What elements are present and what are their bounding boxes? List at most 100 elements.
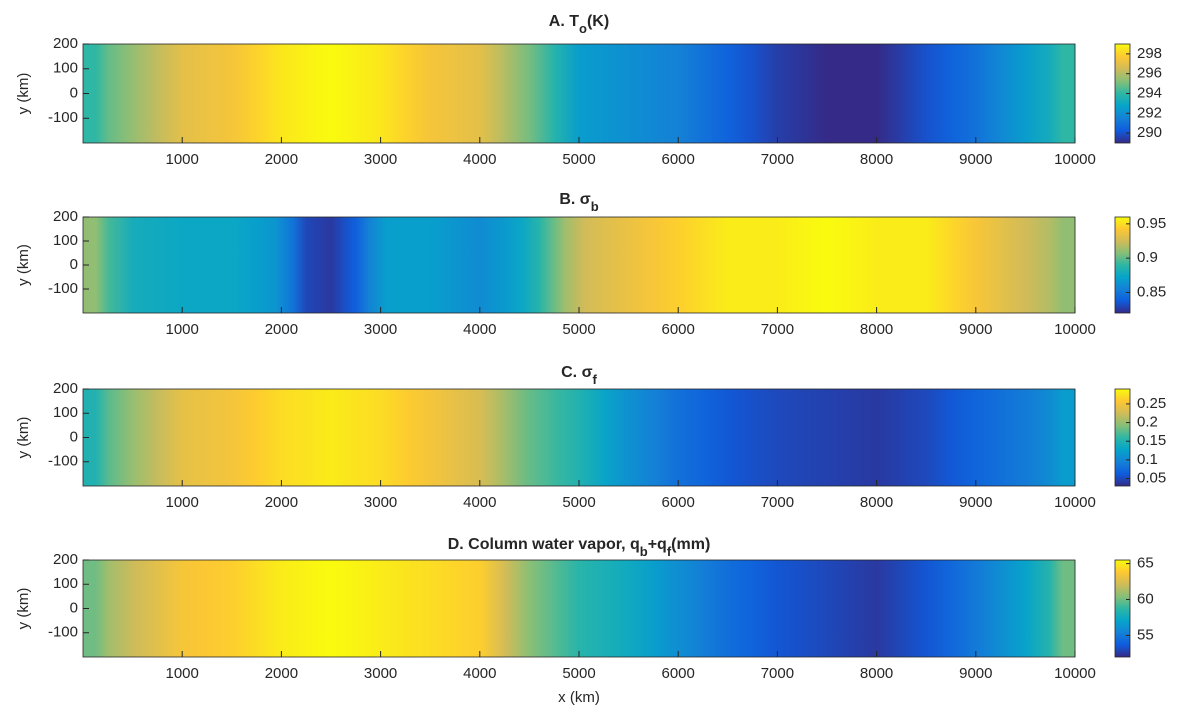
y-tick-label: -100 bbox=[48, 280, 78, 297]
x-tick-label: 9000 bbox=[959, 494, 992, 511]
title-part: f bbox=[667, 544, 672, 559]
heatmap-cell bbox=[1000, 44, 1051, 143]
y-axis-label: y (km) bbox=[15, 73, 32, 115]
y-axis-label: y (km) bbox=[15, 244, 32, 286]
heatmap-cell bbox=[355, 560, 406, 657]
colorbar-tick-label: 0.9 bbox=[1137, 249, 1158, 266]
heatmap-cell bbox=[951, 44, 1002, 143]
x-tick-label: 8000 bbox=[860, 665, 893, 682]
x-tick-label: 3000 bbox=[364, 665, 397, 682]
x-tick-label: 5000 bbox=[562, 494, 595, 511]
heatmap-cell bbox=[752, 560, 803, 657]
x-tick-label: 5000 bbox=[562, 151, 595, 168]
heatmap-cell bbox=[554, 389, 605, 486]
x-tick-label: 8000 bbox=[860, 321, 893, 338]
x-axis-label: x (km) bbox=[558, 689, 600, 706]
x-tick-label: 1000 bbox=[166, 151, 199, 168]
x-tick-label: 4000 bbox=[463, 151, 496, 168]
heatmap-cell bbox=[802, 560, 853, 657]
y-axis-label: y (km) bbox=[15, 588, 32, 630]
colorbar bbox=[1114, 559, 1131, 658]
y-tick-label: 100 bbox=[53, 575, 78, 592]
colorbar-tick-label: 0.95 bbox=[1137, 215, 1166, 232]
heatmap-cell bbox=[603, 560, 654, 657]
y-tick-label: 100 bbox=[53, 232, 78, 249]
heatmap-cell bbox=[207, 560, 258, 657]
heatmap-cell bbox=[256, 44, 307, 143]
colorbar bbox=[1114, 388, 1131, 487]
heatmap-cell bbox=[703, 217, 754, 313]
x-tick-label: 6000 bbox=[662, 151, 695, 168]
heatmap-cell bbox=[752, 217, 803, 313]
heatmap-cell bbox=[653, 217, 704, 313]
y-tick-label: 200 bbox=[53, 551, 78, 568]
x-tick-label: 4000 bbox=[463, 494, 496, 511]
heatmap-cell bbox=[405, 217, 456, 313]
heatmap-cell bbox=[603, 44, 654, 143]
y-tick-label: 0 bbox=[70, 428, 78, 445]
heatmap-cell bbox=[901, 560, 952, 657]
heatmap-cell bbox=[1050, 389, 1076, 486]
heatmap-cell bbox=[554, 560, 605, 657]
title-part: (K) bbox=[587, 13, 609, 30]
heatmap-cell bbox=[455, 44, 506, 143]
heatmap-cell bbox=[107, 44, 158, 143]
heatmap-cell bbox=[851, 217, 902, 313]
heatmap-cell bbox=[653, 560, 704, 657]
colorbar-tick-label: 294 bbox=[1137, 84, 1162, 101]
heatmap-cell bbox=[603, 217, 654, 313]
y-tick-label: 200 bbox=[53, 35, 78, 52]
heatmap-cell bbox=[1050, 560, 1076, 657]
y-tick-label: 0 bbox=[70, 599, 78, 616]
y-tick-label: 200 bbox=[53, 380, 78, 397]
colorbar-tick-label: 0.1 bbox=[1137, 451, 1158, 468]
heatmap-cell bbox=[539, 217, 565, 313]
x-tick-label: 5000 bbox=[562, 665, 595, 682]
heatmap-cell bbox=[107, 560, 158, 657]
colorbar-tick-label: 65 bbox=[1137, 555, 1154, 572]
y-tick-label: 100 bbox=[53, 404, 78, 421]
heatmap-cell bbox=[901, 389, 952, 486]
title-part: A. T bbox=[549, 13, 579, 30]
heatmap-cell bbox=[455, 560, 506, 657]
x-tick-label: 8000 bbox=[860, 151, 893, 168]
colorbar-tick-label: 298 bbox=[1137, 45, 1162, 62]
heatmap-cell bbox=[405, 560, 456, 657]
x-tick-label: 7000 bbox=[761, 151, 794, 168]
heatmap-cell bbox=[703, 44, 754, 143]
x-tick-label: 7000 bbox=[761, 321, 794, 338]
heatmap-cell bbox=[355, 389, 406, 486]
x-tick-label: 10000 bbox=[1054, 494, 1096, 511]
heatmap-cell bbox=[1050, 44, 1076, 143]
heatmap-cell bbox=[851, 389, 902, 486]
heatmap-cell bbox=[107, 389, 158, 486]
colorbar-tick-label: 292 bbox=[1137, 104, 1162, 121]
colorbar-tick-label: 55 bbox=[1137, 626, 1154, 643]
x-tick-label: 7000 bbox=[761, 494, 794, 511]
heatmap-cell bbox=[306, 560, 357, 657]
colorbar-tick-label: 0.2 bbox=[1137, 414, 1158, 431]
heatmap-cell bbox=[318, 217, 344, 313]
heatmap-cell bbox=[207, 389, 258, 486]
y-tick-label: 200 bbox=[53, 208, 78, 225]
heatmap-cell bbox=[256, 560, 307, 657]
x-tick-label: 6000 bbox=[662, 665, 695, 682]
heatmap-cell bbox=[603, 389, 654, 486]
heatmap-cell bbox=[504, 217, 540, 313]
heatmap-cell bbox=[256, 389, 307, 486]
title-part: B. σ bbox=[559, 191, 590, 208]
x-tick-label: 6000 bbox=[662, 321, 695, 338]
heatmap-cell bbox=[207, 217, 258, 313]
heatmap-cell bbox=[157, 217, 208, 313]
heatmap-cell bbox=[405, 44, 456, 143]
x-tick-label: 1000 bbox=[166, 494, 199, 511]
heatmap-cell bbox=[504, 44, 555, 143]
heatmap-cell bbox=[455, 389, 506, 486]
colorbar-tick-label: 296 bbox=[1137, 65, 1162, 82]
x-tick-label: 9000 bbox=[959, 151, 992, 168]
heatmap-cell bbox=[564, 217, 605, 313]
title-part: b bbox=[640, 544, 648, 559]
x-tick-label: 10000 bbox=[1054, 151, 1096, 168]
heatmap-cell bbox=[306, 44, 357, 143]
